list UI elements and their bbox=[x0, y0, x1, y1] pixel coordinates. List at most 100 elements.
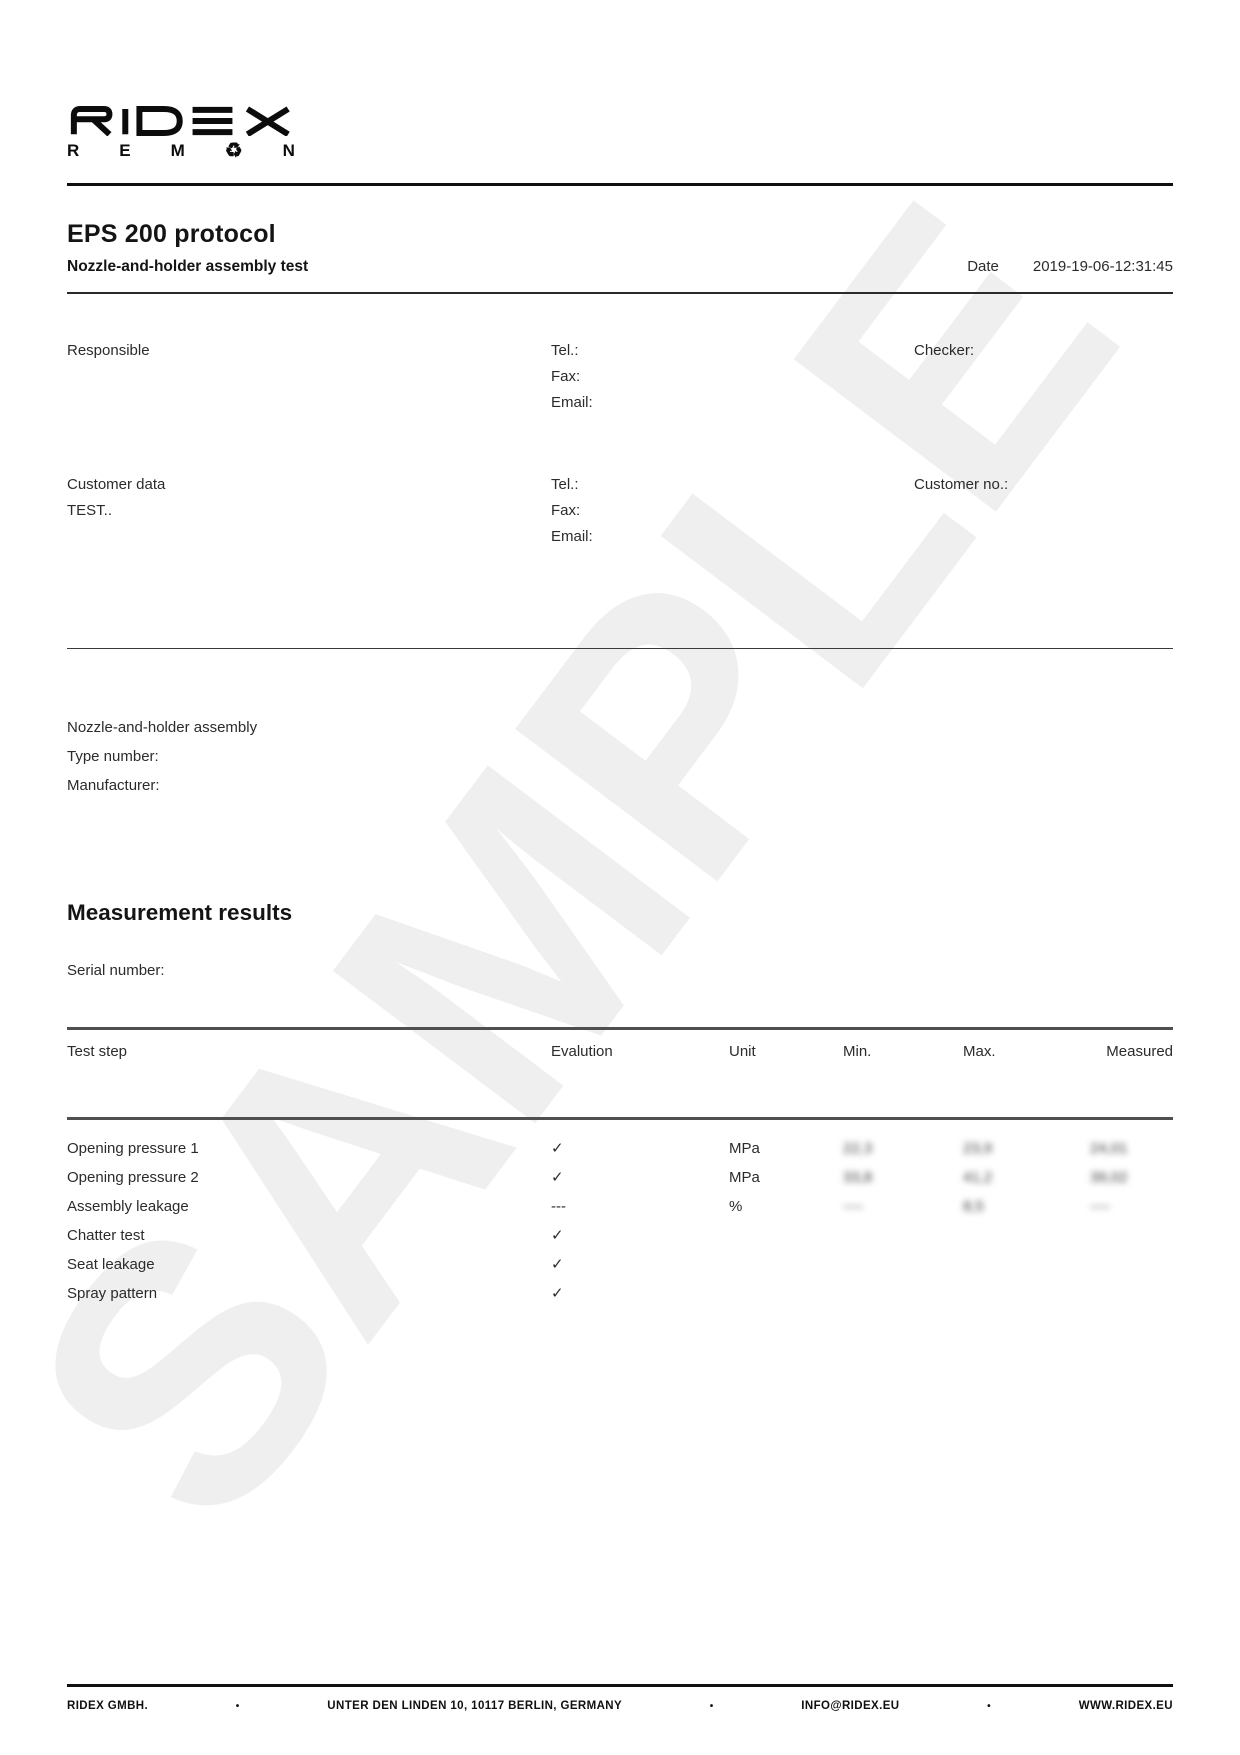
test-step: Chatter test bbox=[67, 1227, 145, 1244]
unit-value bbox=[729, 1250, 843, 1279]
contact-section: Responsible Tel.: Fax: Email: Checker: C… bbox=[67, 338, 1173, 550]
table-row: Chatter test ✓ bbox=[67, 1221, 1173, 1250]
date-value: 2019-19-06-12:31:45 bbox=[1032, 258, 1173, 275]
check-icon: ✓ bbox=[551, 1256, 564, 1273]
reman-letter: E bbox=[119, 141, 131, 160]
test-step: Seat leakage bbox=[67, 1256, 155, 1273]
unit-value: % bbox=[729, 1198, 743, 1215]
unit-value bbox=[729, 1221, 843, 1250]
table-row: Opening pressure 2 ✓ MPa 33,8 41,2 39,02 bbox=[67, 1163, 1173, 1192]
bullet-separator: • bbox=[987, 1700, 992, 1712]
assembly-section: Nozzle-and-holder assembly Type number: … bbox=[67, 713, 1173, 800]
min-value: ---- bbox=[843, 1198, 863, 1215]
col-evaluation: Evalution bbox=[551, 1043, 613, 1060]
measured-value bbox=[1090, 1279, 1173, 1308]
max-value: 23,9 bbox=[963, 1140, 993, 1157]
ridex-reman-logo: R E M ♻ N bbox=[67, 0, 295, 161]
col-unit: Unit bbox=[729, 1043, 756, 1060]
min-value bbox=[843, 1221, 963, 1250]
check-icon: ✓ bbox=[551, 1227, 564, 1244]
date-label: Date bbox=[967, 258, 999, 275]
page-subtitle: Nozzle-and-holder assembly test bbox=[67, 258, 309, 275]
max-value: 8,5 bbox=[963, 1198, 984, 1215]
col-min: Min. bbox=[843, 1043, 872, 1060]
footer-address: UNTER DEN LINDEN 10, 10117 BERLIN, GERMA… bbox=[327, 1700, 623, 1712]
table-row: Seat leakage ✓ bbox=[67, 1250, 1173, 1279]
min-value bbox=[843, 1279, 963, 1308]
table-row: Spray pattern ✓ bbox=[67, 1279, 1173, 1308]
results-title: Measurement results bbox=[67, 900, 293, 925]
max-value: 41,2 bbox=[963, 1169, 993, 1186]
manufacturer-label: Manufacturer: bbox=[67, 777, 160, 794]
footer-divider bbox=[67, 1684, 1173, 1687]
page-footer: RIDEX GMBH. • UNTER DEN LINDEN 10, 10117… bbox=[67, 1684, 1173, 1712]
footer-website: WWW.RIDEX.EU bbox=[1078, 1700, 1173, 1712]
dash-evaluation: --- bbox=[551, 1198, 566, 1215]
checker-label: Checker: bbox=[914, 342, 975, 359]
fax-label: Fax: bbox=[551, 502, 581, 519]
type-number-label: Type number: bbox=[67, 748, 159, 765]
customer-name-value: TEST.. bbox=[67, 502, 113, 519]
page-title: EPS 200 protocol bbox=[67, 220, 276, 248]
check-icon: ✓ bbox=[551, 1285, 564, 1302]
reman-letter: R bbox=[67, 141, 80, 160]
results-table: Test step Evalution Unit Min. Max. Measu… bbox=[67, 1027, 1173, 1308]
results-table-header: Test step Evalution Unit Min. Max. Measu… bbox=[67, 1027, 1173, 1120]
min-value: 33,8 bbox=[843, 1169, 873, 1186]
tel-label: Tel.: bbox=[551, 342, 579, 359]
test-step: Opening pressure 1 bbox=[67, 1140, 199, 1157]
col-measured: Measured bbox=[1106, 1043, 1173, 1060]
unit-value: MPa bbox=[729, 1169, 760, 1186]
check-icon: ✓ bbox=[551, 1169, 564, 1186]
unit-value bbox=[729, 1279, 843, 1308]
bullet-separator: • bbox=[709, 1700, 714, 1712]
results-table-body: Opening pressure 1 ✓ MPa 22,3 23,9 24,01… bbox=[67, 1120, 1173, 1308]
responsible-cell: Responsible bbox=[67, 338, 551, 416]
header-divider bbox=[67, 183, 1173, 186]
table-row: Opening pressure 1 ✓ MPa 22,3 23,9 24,01 bbox=[67, 1134, 1173, 1163]
max-value bbox=[963, 1279, 1090, 1308]
test-step: Opening pressure 2 bbox=[67, 1169, 199, 1186]
responsible-contact-cell: Tel.: Fax: Email: bbox=[551, 338, 914, 416]
measured-value bbox=[1090, 1221, 1173, 1250]
ridex-logo-icon bbox=[70, 106, 290, 136]
fax-label: Fax: bbox=[551, 368, 581, 385]
reman-letter: M bbox=[170, 141, 185, 160]
test-step: Spray pattern bbox=[67, 1285, 158, 1302]
checker-cell: Checker: bbox=[914, 338, 1173, 416]
measured-value bbox=[1090, 1250, 1173, 1279]
reman-letter: N bbox=[282, 141, 295, 160]
assembly-title: Nozzle-and-holder assembly bbox=[67, 719, 258, 736]
col-test-step: Test step bbox=[67, 1043, 128, 1060]
max-value bbox=[963, 1250, 1090, 1279]
table-row: Assembly leakage --- % ---- 8,5 ---- bbox=[67, 1192, 1173, 1221]
date-block: Date 2019-19-06-12:31:45 bbox=[967, 258, 1173, 275]
measured-value: 24,01 bbox=[1090, 1140, 1128, 1157]
customer-no-label: Customer no.: bbox=[914, 476, 1009, 493]
serial-number-label: Serial number: bbox=[67, 962, 165, 979]
title-divider bbox=[67, 292, 1173, 294]
col-max: Max. bbox=[963, 1043, 996, 1060]
footer-company: RIDEX GMBH. bbox=[67, 1700, 149, 1712]
customer-contact-cell: Tel.: Fax: Email: bbox=[551, 472, 914, 550]
test-step: Assembly leakage bbox=[67, 1198, 189, 1215]
tel-label: Tel.: bbox=[551, 476, 579, 493]
email-label: Email: bbox=[551, 394, 593, 411]
check-icon: ✓ bbox=[551, 1140, 564, 1157]
footer-email: INFO@RIDEX.EU bbox=[801, 1700, 900, 1712]
email-label: Email: bbox=[551, 528, 593, 545]
min-value bbox=[843, 1250, 963, 1279]
responsible-label: Responsible bbox=[67, 342, 150, 359]
unit-value: MPa bbox=[729, 1140, 760, 1157]
min-value: 22,3 bbox=[843, 1140, 873, 1157]
customer-no-cell: Customer no.: bbox=[914, 472, 1173, 550]
recycling-icon: ♻ bbox=[224, 139, 243, 162]
section-divider bbox=[67, 648, 1173, 649]
measured-value: ---- bbox=[1090, 1198, 1110, 1215]
measured-value: 39,02 bbox=[1090, 1169, 1128, 1186]
bullet-separator: • bbox=[235, 1700, 240, 1712]
max-value bbox=[963, 1221, 1090, 1250]
customer-cell: Customer data TEST.. bbox=[67, 472, 551, 550]
customer-data-label: Customer data bbox=[67, 476, 166, 493]
